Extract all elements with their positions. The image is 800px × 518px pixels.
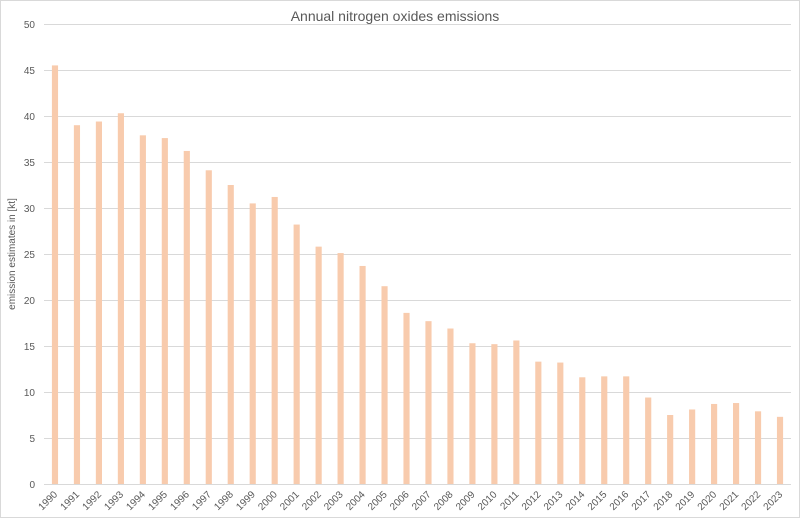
x-tick-label: 2000 [256,489,280,513]
bar-1993 [117,113,124,485]
bar-2002 [315,246,322,484]
bar-2010 [491,344,498,484]
x-tick-label: 2010 [476,489,500,513]
x-tick-label: 1998 [212,489,236,513]
bar-2007 [425,321,432,484]
bar-1998 [227,185,234,484]
y-tick-label: 15 [24,342,36,353]
y-tick-label: 45 [24,66,36,77]
x-tick-label: 2018 [652,489,676,513]
y-tick-label: 35 [24,158,36,169]
bar-1996 [183,150,190,484]
bar-2020 [711,403,718,484]
x-tick-label: 2005 [366,489,390,513]
x-tick-label: 2013 [542,489,566,513]
bar-1994 [139,135,146,484]
bar-2018 [667,415,674,484]
x-tick-label: 1996 [168,489,192,513]
gridlines [44,24,791,485]
x-tick-label: 1991 [59,489,83,513]
x-tick-label: 2023 [762,489,786,513]
x-tick-label: 2001 [278,489,302,513]
x-tick-label: 2017 [630,489,654,513]
bar-1991 [73,125,81,484]
y-tick-label: 20 [24,296,36,307]
bar-2021 [733,403,740,484]
chart-title: Annual nitrogen oxides emissions [291,8,500,24]
x-tick-label: 2006 [388,489,412,513]
y-tick-label: 5 [29,434,35,445]
bar-series [51,65,784,485]
bar-2008 [447,328,454,484]
y-tick-label: 25 [24,250,36,261]
bar-2001 [293,224,300,484]
bar-2009 [469,343,476,484]
bar-2011 [513,340,520,484]
x-tick-label: 2002 [300,489,324,513]
x-tick-label: 2012 [520,489,544,513]
x-tick-label: 1997 [190,489,214,513]
x-tick-label: 2016 [608,489,632,513]
bar-2016 [623,376,630,484]
bar-2017 [645,397,652,484]
x-tick-label: 2007 [410,489,434,513]
bar-1999 [249,203,256,484]
x-tick-label: 1992 [81,489,105,513]
x-tick-label: 2014 [564,489,588,513]
y-tick-label: 40 [24,112,36,123]
bar-1995 [161,138,168,484]
y-tick-label: 50 [24,20,36,31]
y-axis-label: emission estimates in [kt] [7,198,18,310]
y-tick-label: 10 [24,388,36,399]
x-tick-label: 2003 [322,489,346,513]
bar-2022 [754,411,762,484]
bar-2000 [271,196,278,484]
bar-2019 [689,409,696,484]
x-tick-label: 2009 [454,489,478,513]
y-tick-labels: 0 5 10 15 20 25 30 35 40 45 50 [24,20,36,491]
x-tick-label: 1994 [124,489,148,513]
bar-2013 [557,362,564,484]
x-tick-label: 1990 [37,489,61,513]
bar-2015 [601,376,608,484]
bar-1997 [205,170,212,484]
bar-2003 [337,253,344,484]
x-tick-label: 2015 [586,489,610,513]
x-tick-label: 2021 [718,489,742,513]
bar-2005 [381,286,388,484]
bar-2012 [535,361,542,484]
x-tick-label: 2020 [696,489,720,513]
x-tick-label: 2022 [740,489,764,513]
x-tick-label: 1995 [146,489,170,513]
x-tick-labels: 1990199119921993199419951996199719981999… [37,489,786,513]
bar-2014 [579,377,586,484]
x-tick-label: 1999 [234,489,258,513]
x-tick-label: 1993 [103,489,127,513]
bar-1990 [51,65,59,485]
x-tick-label: 2019 [674,489,698,513]
y-tick-label: 0 [29,480,35,491]
bar-1992 [95,121,102,485]
y-tick-label: 30 [24,204,36,215]
x-tick-label: 2011 [498,489,521,512]
x-tick-label: 2004 [344,489,368,513]
bar-2023 [776,416,784,484]
bar-2006 [403,312,410,484]
bar-2004 [359,265,366,484]
x-tick-label: 2008 [432,489,456,513]
